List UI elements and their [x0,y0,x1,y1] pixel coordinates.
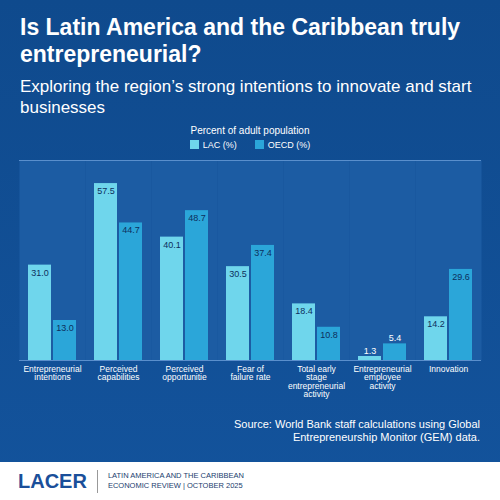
svg-text:Innovation: Innovation [429,364,468,374]
html-text:LATIN AMERICA AND THE CARIBBEA: LATIN AMERICA AND THE CARIBBEAN [107,471,244,480]
svg-text:48.7: 48.7 [188,213,206,223]
svg-text:44.7: 44.7 [122,225,140,235]
html-text:Source: World Bank staff calcu: Source: World Bank staff calculations us… [234,418,480,443]
html-text:Is Latin America and the Carib: Is Latin America and the Caribbean truly… [20,14,461,67]
svg-text:Fear offailure rate: Fear offailure rate [230,364,270,383]
svg-text:14.2: 14.2 [427,319,445,329]
svg-text:40.1: 40.1 [163,240,181,250]
html-text:Percent of adult population: Percent of adult population [190,125,310,136]
html-text:ECONOMIC REVIEW | OCTOBER 2025: ECONOMIC REVIEW | OCTOBER 2025 [107,481,243,490]
svg-text:31.0: 31.0 [31,268,49,278]
svg-text:57.5: 57.5 [97,186,115,196]
svg-text:Perceivedcapabilities: Perceivedcapabilities [97,364,139,383]
svg-text:Entrepreneurialemployeeactivit: Entrepreneurialemployeeactivity [353,364,411,391]
html-text:OECD (%): OECD (%) [267,139,311,150]
svg-text:5.4: 5.4 [389,333,402,343]
svg-text:Total earlystageentrepreneuria: Total earlystageentrepreneurialactivity [288,364,345,400]
svg-text:10.8: 10.8 [320,330,338,340]
svg-text:30.5: 30.5 [229,269,247,279]
svg-text:18.4: 18.4 [295,306,313,316]
html-text:LACER: LACER [18,469,87,492]
html-text:Exploring the region’s strong: Exploring the region’s strong intentions… [20,77,472,117]
svg-text:13.0: 13.0 [56,323,74,333]
svg-text:Entrepreneurialintentions: Entrepreneurialintentions [23,364,81,383]
svg-text:1.3: 1.3 [364,346,377,356]
svg-text:29.6: 29.6 [452,272,470,282]
svg-text:37.4: 37.4 [254,248,272,258]
svg-text:Perceivedopportunitie: Perceivedopportunitie [162,364,207,383]
html-text:LAC (%): LAC (%) [202,139,237,150]
